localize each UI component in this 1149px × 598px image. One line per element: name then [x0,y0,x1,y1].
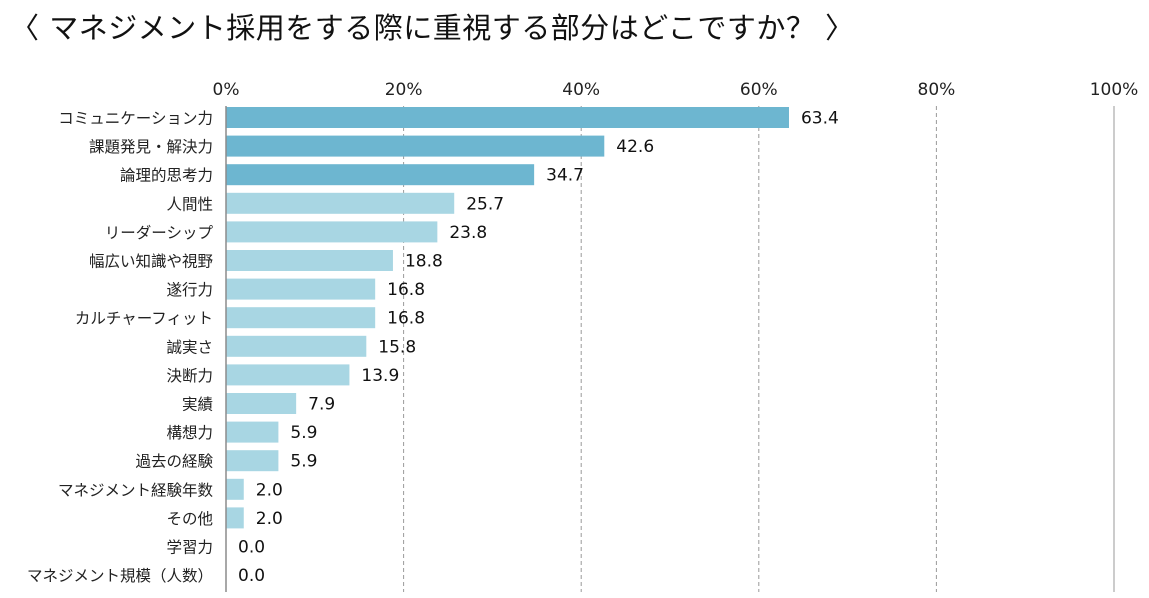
data-label: 13.9 [361,366,399,386]
category-label: リーダーシップ [105,224,214,242]
category-label: その他 [166,510,213,528]
page-title: 〈 マネジメント採用をする際に重視する部分はどこですか？ 〉 [10,11,855,45]
x-tick-label: 0% [213,80,240,100]
data-label: 34.7 [546,166,584,186]
data-label: 0.0 [238,538,265,558]
category-label: 決断力 [166,367,213,385]
bar [226,221,438,243]
category-label: 過去の経験 [135,453,213,471]
data-label: 18.8 [405,252,443,272]
bar [226,107,789,128]
bar [226,335,367,357]
category-label: 人間性 [166,195,213,213]
data-label: 23.8 [449,223,487,243]
bar [226,278,376,300]
data-label: 5.9 [290,423,317,443]
data-label: 7.9 [308,395,335,415]
plot-area [226,106,1114,592]
x-tick-label: 100% [1090,80,1139,100]
bar [226,164,535,186]
category-label: 遂行力 [166,281,213,299]
category-label: コミュニケーション力 [58,110,213,128]
data-label: 0.0 [238,566,265,586]
category-label: 幅広い知識や視野 [89,253,214,271]
bar [226,450,279,472]
category-label: 実績 [182,396,213,414]
bar [226,364,350,386]
bar [226,507,244,529]
data-label: 2.0 [256,509,283,529]
bar [226,135,605,157]
x-tick-label: 60% [740,80,778,100]
data-label: 15.8 [378,337,416,357]
data-label: 63.4 [801,109,839,129]
bar [226,393,297,414]
bar [226,250,393,271]
category-label: カルチャーフィット [75,310,213,328]
category-label: 誠実さ [166,338,213,356]
bar [226,192,455,214]
category-label: 課題発見・解決力 [89,138,213,156]
category-label: マネジメント規模（人数） [27,567,213,585]
category-label: 構想力 [166,424,213,442]
bar [226,478,244,500]
bar [226,421,279,443]
data-label: 5.9 [290,452,317,472]
x-tick-label: 20% [385,80,423,100]
data-label: 42.6 [616,137,654,157]
category-label: 論理的思考力 [120,167,213,185]
category-label: マネジメント経験年数 [58,481,214,499]
data-label: 2.0 [256,480,283,500]
x-tick-label: 80% [918,80,956,100]
data-label: 16.8 [387,309,425,329]
x-tick-label: 40% [562,80,600,100]
bar [226,307,376,329]
category-label: 学習力 [166,539,213,557]
data-label: 16.8 [387,280,425,300]
data-label: 25.7 [466,194,504,214]
